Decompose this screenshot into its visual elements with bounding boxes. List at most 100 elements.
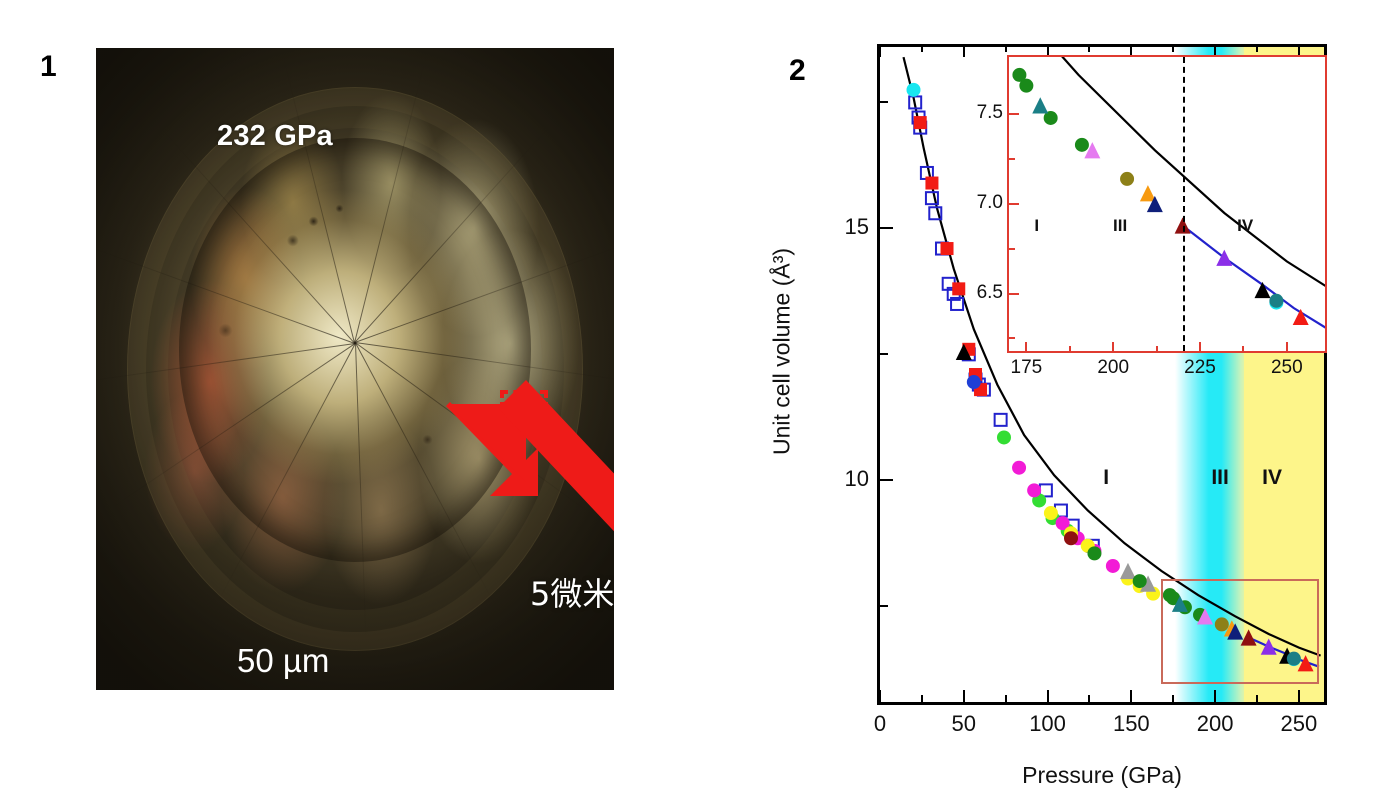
x-tick-minor (1088, 695, 1091, 702)
x-tick-label: 150 (1112, 711, 1150, 736)
inset-highlight-rectangle (1161, 578, 1319, 685)
photo-vignette (96, 48, 614, 690)
data-point (1197, 608, 1214, 625)
inset-tick (1068, 346, 1071, 351)
x-tick-major-top (1297, 45, 1300, 57)
data-point (1012, 67, 1027, 82)
y-tick-major (880, 479, 893, 482)
phase-label-I: I (1103, 466, 1110, 490)
data-point (1032, 97, 1049, 114)
inset-tick (1242, 346, 1245, 351)
x-tick-label: 250 (1280, 711, 1318, 736)
data-point (1227, 623, 1244, 640)
data-point (1254, 281, 1271, 299)
x-tick-major-top (1214, 45, 1217, 57)
y-tick-minor (880, 353, 888, 356)
y-tick-minor (880, 101, 888, 104)
x-tick-major (1297, 690, 1300, 702)
data-point (1139, 185, 1156, 202)
data-point (1171, 595, 1188, 612)
x-tick-major (962, 690, 965, 702)
phase-label-III: III (1211, 466, 1229, 490)
data-point (1105, 558, 1120, 573)
data-point (1269, 293, 1284, 308)
x-tick-major (1046, 690, 1049, 702)
data-point (1146, 195, 1163, 213)
data-point (955, 343, 972, 360)
inset-tick (1198, 342, 1201, 351)
data-point (1084, 142, 1101, 159)
data-point (928, 206, 943, 221)
inset-curve (1181, 224, 1325, 329)
inset-tick (1009, 113, 1019, 116)
data-point (1260, 638, 1277, 655)
x-tick-minor (1172, 695, 1175, 702)
inset-phase-label-III: III (1113, 215, 1128, 235)
y-tick-label: 10 (844, 466, 869, 492)
data-point (966, 375, 981, 390)
x-tick-minor-top (1172, 45, 1175, 52)
inset-zoom-plot: I III IV (1007, 55, 1327, 353)
inset-tick (1009, 158, 1015, 161)
x-tick-major (1130, 690, 1133, 702)
panel-number-2: 2 (789, 54, 806, 87)
inset-tick (1009, 292, 1019, 295)
data-point (940, 242, 954, 256)
data-point (1043, 110, 1058, 125)
pressure-label: 232 GPa (217, 120, 333, 152)
data-point (1132, 574, 1147, 589)
inset-x-tick-label: 200 (1097, 357, 1130, 378)
data-point (993, 412, 1008, 427)
x-tick-minor-top (1088, 45, 1091, 52)
data-point (1140, 575, 1157, 592)
x-tick-label: 200 (1196, 711, 1234, 736)
data-point (950, 296, 965, 311)
inset-y-tick-label: 7.5 (976, 102, 1003, 124)
data-point (1120, 171, 1135, 186)
data-point (1012, 460, 1027, 475)
data-point (1214, 617, 1229, 632)
inset-tick (1112, 342, 1115, 351)
data-point (1074, 137, 1089, 152)
sample-annotation-caption: 5微米氢样品 (530, 575, 614, 613)
inset-x-tick-label: 250 (1270, 357, 1303, 378)
inset-tick (1285, 342, 1288, 351)
y-tick-label: 15 (844, 214, 869, 240)
inset-tick (1025, 342, 1028, 351)
x-tick-minor (920, 695, 923, 702)
inset-y-tick-label: 6.5 (976, 281, 1003, 303)
phase-boundary-line (1182, 57, 1185, 351)
y-tick-major (880, 227, 893, 230)
x-tick-minor-top (1255, 45, 1258, 52)
x-tick-minor (1255, 695, 1258, 702)
inset-tick (1009, 337, 1015, 340)
phase-label-IV: IV (1262, 466, 1282, 490)
inset-phase-label-I: I (1034, 215, 1040, 235)
x-tick-major-top (1130, 45, 1133, 57)
x-tick-label: 100 (1029, 711, 1066, 736)
x-tick-major-top (879, 45, 881, 57)
data-point (1286, 651, 1301, 666)
x-tick-minor (1004, 695, 1007, 702)
data-point (1027, 483, 1042, 498)
inset-tick (1009, 203, 1019, 205)
equation-of-state-chart: Unit cell volume (Å³) Pressure (GPa) 0 50… (760, 20, 1370, 790)
data-point (1019, 78, 1034, 93)
x-tick-minor-top (920, 45, 923, 52)
data-point (925, 176, 939, 190)
data-point (952, 282, 966, 296)
main-data-plot (902, 56, 1321, 672)
data-point (913, 116, 927, 130)
data-point (1064, 531, 1079, 546)
x-tick-minor-top (1004, 45, 1007, 52)
scale-bar-label: 50 µm (237, 642, 330, 679)
inset-x-tick-label: 175 (1010, 357, 1043, 378)
inset-data-plot (1012, 57, 1325, 329)
pointer-arrow-icon (446, 380, 614, 532)
inset-tick (1155, 346, 1158, 351)
data-point (1240, 629, 1257, 646)
y-tick-minor (880, 605, 888, 608)
inset-curve (1061, 57, 1325, 287)
data-point (1055, 516, 1070, 531)
data-point (1043, 506, 1058, 521)
